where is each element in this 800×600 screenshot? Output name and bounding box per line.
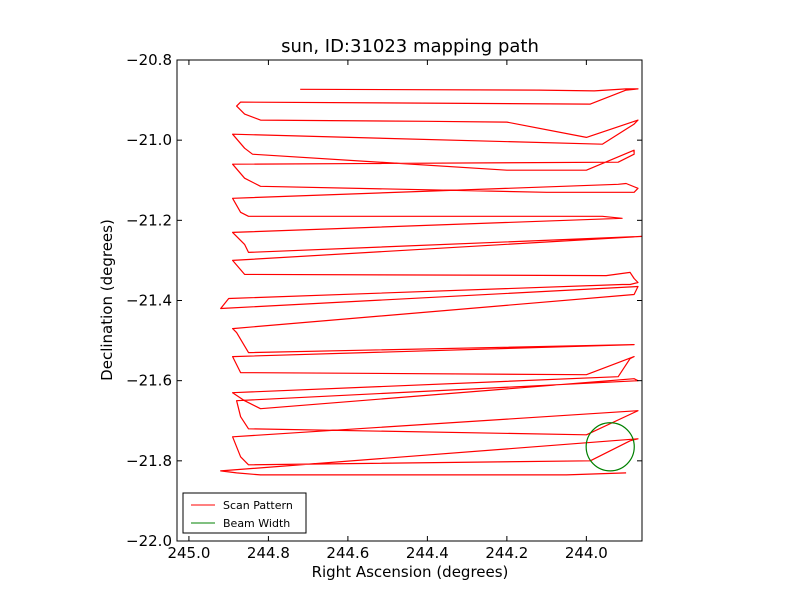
y-axis: −22.0 −21.8 −21.6 −21.4 −21.2 −21.0 −20.8 [126,51,642,550]
legend-box [182,492,307,534]
legend-label-scan-pattern: Scan Pattern [223,499,293,512]
x-tick-label: 244.6 [326,544,369,562]
series-line-scan-pattern [220,88,642,476]
x-tick-label: 244.2 [485,544,528,562]
y-tick-label: −22.0 [126,532,172,550]
x-tick-label: 245.0 [167,544,210,562]
y-tick-label: −21.2 [126,211,172,229]
beam-width-circle [585,422,635,472]
chart-title: sun, ID:31023 mapping path [281,36,539,57]
series-layer [220,88,642,476]
x-tick-label: 244.0 [565,544,608,562]
y-tick-label: −21.6 [126,372,172,390]
legend: Scan Pattern Beam Width [182,492,307,534]
x-axis: 245.0 244.8 244.6 244.4 244.2 244.0 [167,60,608,562]
x-axis-label: Right Ascension (degrees) [312,563,509,581]
y-tick-label: −20.8 [126,51,172,69]
x-tick-label: 244.4 [406,544,449,562]
x-tick-label: 244.8 [247,544,290,562]
legend-label-beam-width: Beam Width [223,517,290,530]
y-axis-label: Declination (degrees) [98,219,116,381]
y-tick-label: −21.8 [126,452,172,470]
y-tick-label: −21.4 [126,292,172,310]
y-tick-label: −21.0 [126,131,172,149]
